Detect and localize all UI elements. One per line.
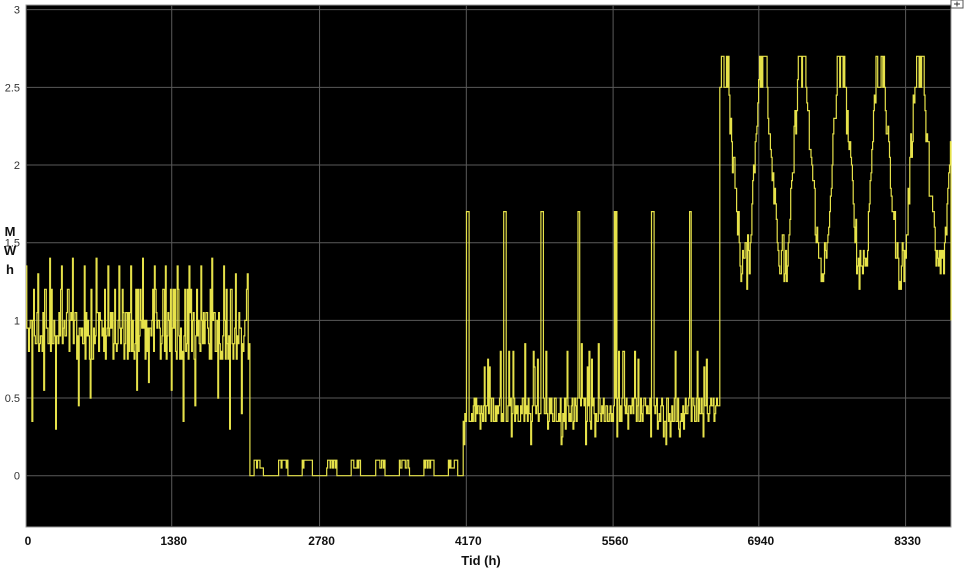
x-tick-label: 4170 bbox=[455, 534, 482, 548]
y-axis-label-line-1: M bbox=[5, 224, 16, 239]
x-tick-label: 6940 bbox=[747, 534, 774, 548]
y-tick-label: 0.5 bbox=[5, 393, 20, 405]
y-tick-label: 2 bbox=[14, 160, 20, 172]
x-tick-label: 2780 bbox=[308, 534, 335, 548]
x-tick-label: 5560 bbox=[602, 534, 629, 548]
x-tick-labels: 0 1380 2780 4170 5560 6940 8330 bbox=[25, 534, 922, 548]
y-tick-label: 1 bbox=[14, 315, 20, 327]
expand-icon[interactable] bbox=[950, 0, 964, 9]
x-tick-label: 8330 bbox=[894, 534, 921, 548]
y-axis-label-line-3: h bbox=[6, 262, 14, 277]
x-axis-label: Tid (h) bbox=[461, 553, 500, 568]
y-tick-label: 1.5 bbox=[5, 238, 20, 250]
series-line-layer bbox=[26, 55, 952, 477]
x-tick-label: 0 bbox=[25, 534, 32, 548]
plot-background bbox=[25, 4, 952, 528]
y-tick-label: 2.5 bbox=[5, 82, 20, 94]
y-tick-labels: 0 0.5 1 1.5 2 2.5 3 bbox=[5, 5, 20, 483]
y-tick-label: 0 bbox=[14, 471, 20, 483]
series-line bbox=[26, 55, 952, 477]
y-axis-label-line-2: W bbox=[4, 243, 17, 258]
y-tick-label: 3 bbox=[14, 5, 20, 17]
x-tick-label: 1380 bbox=[160, 534, 187, 548]
